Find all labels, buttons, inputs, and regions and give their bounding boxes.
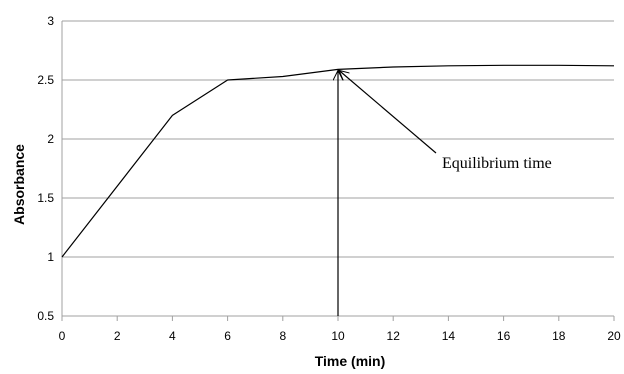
x-tick-label: 20 bbox=[607, 329, 621, 343]
x-tick-label: 10 bbox=[331, 329, 345, 343]
annotations: Equilibrium time bbox=[338, 70, 552, 316]
x-tick-label: 4 bbox=[169, 329, 176, 343]
annotation-arrow bbox=[339, 70, 437, 154]
annotation-label: Equilibrium time bbox=[442, 155, 552, 172]
y-tick-label: 1 bbox=[47, 250, 54, 264]
tick-labels: 0.5 1 1.5 2 2.5 3 0 2 4 6 8 10 12 14 16 18 20 bbox=[37, 14, 621, 343]
x-tick-label: 6 bbox=[224, 329, 231, 343]
x-tick-label: 18 bbox=[552, 329, 566, 343]
y-tick-label: 1.5 bbox=[37, 191, 54, 205]
x-tick-label: 0 bbox=[59, 329, 66, 343]
y-tick-label: 3 bbox=[47, 14, 54, 28]
y-axis-title: Absorbance bbox=[11, 144, 27, 225]
x-tick-label: 12 bbox=[387, 329, 401, 343]
y-tick-label: 2 bbox=[47, 132, 54, 146]
y-tick-label: 2.5 bbox=[37, 73, 54, 87]
series bbox=[61, 64, 615, 258]
y-tick-label: 0.5 bbox=[37, 309, 54, 323]
x-tick-label: 16 bbox=[497, 329, 511, 343]
x-axis-title: Time (min) bbox=[315, 353, 386, 369]
x-tick-label: 14 bbox=[442, 329, 456, 343]
series-line bbox=[61, 64, 615, 258]
x-tick-label: 2 bbox=[114, 329, 121, 343]
x-tick-label: 8 bbox=[279, 329, 286, 343]
